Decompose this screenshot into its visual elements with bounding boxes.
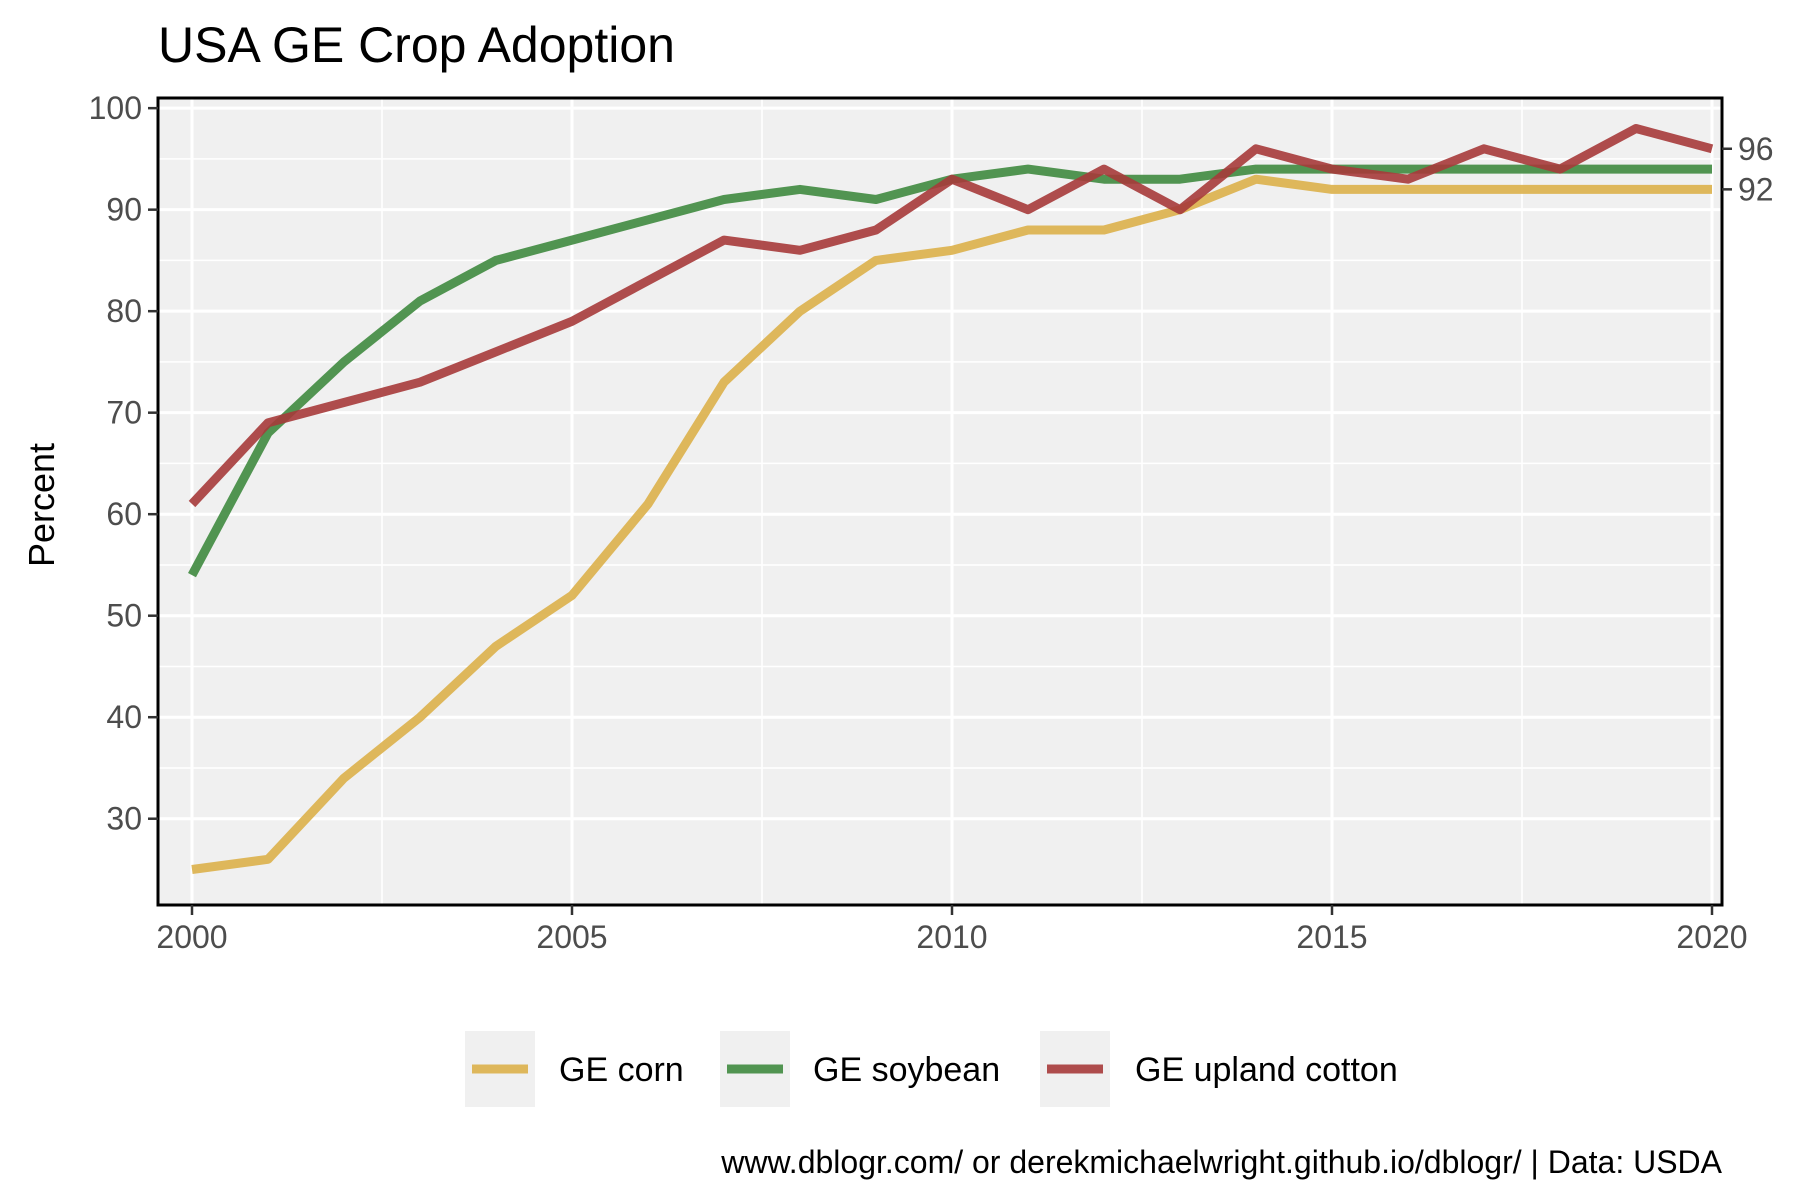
x-tick-label: 2005 [536, 919, 607, 955]
y-tick-label: 80 [106, 293, 142, 329]
x-tick-label: 2000 [156, 919, 227, 955]
y-tick-label: 40 [106, 699, 142, 735]
plot-border [156, 96, 1724, 907]
y-tick-label: 90 [106, 192, 142, 228]
series-line-0 [191, 174, 1712, 874]
plot-panel [158, 98, 1722, 905]
y-axis-label: Percent [21, 443, 62, 567]
x-tick-label: 2010 [916, 919, 987, 955]
grid [158, 98, 1722, 905]
legend-label: GE soybean [813, 1051, 1000, 1089]
y-tick-label: 30 [106, 801, 142, 837]
y-tick-label: 100 [89, 90, 142, 126]
legend-label: GE corn [559, 1051, 684, 1089]
y-tick-label: 60 [106, 496, 142, 532]
legend-label: GE upland cotton [1135, 1051, 1398, 1089]
y-axis: 30 40 50 60 70 80 90 100 [89, 90, 158, 837]
right-tick-label: 96 [1738, 131, 1774, 167]
right-tick-label: 92 [1738, 171, 1774, 207]
y-tick-label: 70 [106, 395, 142, 431]
x-tick-label: 2015 [1296, 919, 1367, 955]
x-axis: 2000 2005 2010 2015 2020 [156, 905, 1748, 955]
legend: GE corn GE soybean GE upland cotton [465, 1031, 1398, 1107]
x-tick-label: 2020 [1676, 919, 1747, 955]
caption: www.dblogr.com/ or derekmichaelwright.gi… [720, 1144, 1722, 1180]
series-lines [188, 124, 1714, 874]
series-line-2 [188, 124, 1714, 508]
y-tick-label: 50 [106, 598, 142, 634]
chart-title: USA GE Crop Adoption [158, 17, 675, 73]
